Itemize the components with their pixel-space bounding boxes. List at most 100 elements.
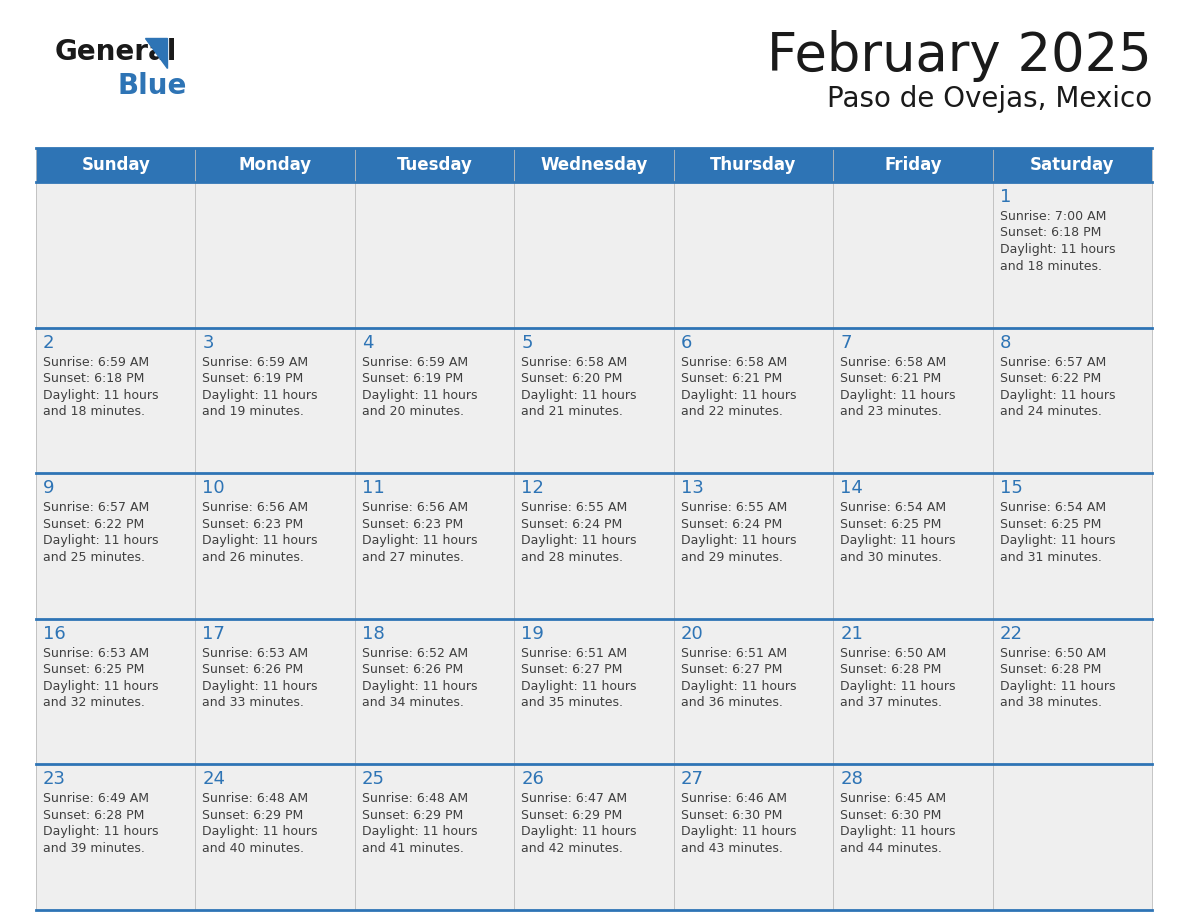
Text: 20: 20 <box>681 625 703 643</box>
Text: Tuesday: Tuesday <box>397 156 473 174</box>
Text: and 26 minutes.: and 26 minutes. <box>202 551 304 564</box>
Text: Sunrise: 6:48 AM: Sunrise: 6:48 AM <box>362 792 468 805</box>
Text: and 31 minutes.: and 31 minutes. <box>999 551 1101 564</box>
Text: Sunset: 6:23 PM: Sunset: 6:23 PM <box>362 518 463 531</box>
Bar <box>355 765 514 910</box>
Text: 13: 13 <box>681 479 703 498</box>
Text: Sunset: 6:28 PM: Sunset: 6:28 PM <box>999 664 1101 677</box>
Text: Sunset: 6:22 PM: Sunset: 6:22 PM <box>999 372 1101 385</box>
Text: Thursday: Thursday <box>710 156 797 174</box>
Text: and 18 minutes.: and 18 minutes. <box>43 405 145 418</box>
Text: and 37 minutes.: and 37 minutes. <box>840 696 942 710</box>
Text: Daylight: 11 hours: Daylight: 11 hours <box>681 680 796 693</box>
Bar <box>992 473 1152 619</box>
Text: Sunset: 6:29 PM: Sunset: 6:29 PM <box>362 809 463 822</box>
Text: Sunrise: 6:56 AM: Sunrise: 6:56 AM <box>362 501 468 514</box>
Text: Sunset: 6:18 PM: Sunset: 6:18 PM <box>43 372 145 385</box>
Text: Daylight: 11 hours: Daylight: 11 hours <box>362 680 478 693</box>
Bar <box>196 328 355 473</box>
Text: Sunrise: 6:51 AM: Sunrise: 6:51 AM <box>522 647 627 660</box>
Bar <box>196 473 355 619</box>
Text: and 30 minutes.: and 30 minutes. <box>840 551 942 564</box>
Text: Monday: Monday <box>239 156 311 174</box>
Text: Sunrise: 6:53 AM: Sunrise: 6:53 AM <box>202 647 309 660</box>
Text: 11: 11 <box>362 479 385 498</box>
Text: Sunset: 6:26 PM: Sunset: 6:26 PM <box>202 664 304 677</box>
Text: Sunset: 6:21 PM: Sunset: 6:21 PM <box>681 372 782 385</box>
Text: Daylight: 11 hours: Daylight: 11 hours <box>522 825 637 838</box>
Text: 5: 5 <box>522 333 532 352</box>
Text: Sunrise: 7:00 AM: Sunrise: 7:00 AM <box>999 210 1106 223</box>
Bar <box>36 328 196 473</box>
Text: and 39 minutes.: and 39 minutes. <box>43 842 145 855</box>
Text: and 27 minutes.: and 27 minutes. <box>362 551 463 564</box>
Text: Daylight: 11 hours: Daylight: 11 hours <box>840 825 955 838</box>
Bar <box>514 765 674 910</box>
Bar <box>355 182 514 328</box>
Text: Daylight: 11 hours: Daylight: 11 hours <box>362 534 478 547</box>
Text: 21: 21 <box>840 625 862 643</box>
Text: Sunrise: 6:59 AM: Sunrise: 6:59 AM <box>202 355 309 369</box>
Text: and 42 minutes.: and 42 minutes. <box>522 842 624 855</box>
Bar <box>196 765 355 910</box>
Text: and 36 minutes.: and 36 minutes. <box>681 696 783 710</box>
Text: Daylight: 11 hours: Daylight: 11 hours <box>202 534 318 547</box>
Bar <box>36 619 196 765</box>
Text: Sunset: 6:20 PM: Sunset: 6:20 PM <box>522 372 623 385</box>
Text: Sunset: 6:29 PM: Sunset: 6:29 PM <box>522 809 623 822</box>
Bar <box>355 619 514 765</box>
Text: Paso de Ovejas, Mexico: Paso de Ovejas, Mexico <box>827 85 1152 113</box>
Text: 26: 26 <box>522 770 544 789</box>
Text: Daylight: 11 hours: Daylight: 11 hours <box>840 534 955 547</box>
Text: Sunrise: 6:49 AM: Sunrise: 6:49 AM <box>43 792 148 805</box>
Bar <box>674 328 833 473</box>
Bar <box>196 182 355 328</box>
Bar <box>514 473 674 619</box>
Bar <box>674 182 833 328</box>
Text: Sunset: 6:30 PM: Sunset: 6:30 PM <box>840 809 942 822</box>
Text: Sunset: 6:28 PM: Sunset: 6:28 PM <box>43 809 145 822</box>
Text: and 28 minutes.: and 28 minutes. <box>522 551 624 564</box>
Text: and 44 minutes.: and 44 minutes. <box>840 842 942 855</box>
Text: Sunset: 6:25 PM: Sunset: 6:25 PM <box>43 664 145 677</box>
Text: 23: 23 <box>43 770 67 789</box>
Text: Sunrise: 6:55 AM: Sunrise: 6:55 AM <box>522 501 627 514</box>
Text: and 23 minutes.: and 23 minutes. <box>840 405 942 418</box>
Text: 14: 14 <box>840 479 862 498</box>
Text: and 32 minutes.: and 32 minutes. <box>43 696 145 710</box>
Text: Sunset: 6:19 PM: Sunset: 6:19 PM <box>362 372 463 385</box>
Text: and 41 minutes.: and 41 minutes. <box>362 842 463 855</box>
Text: Daylight: 11 hours: Daylight: 11 hours <box>43 680 158 693</box>
Text: Daylight: 11 hours: Daylight: 11 hours <box>999 534 1116 547</box>
Text: and 29 minutes.: and 29 minutes. <box>681 551 783 564</box>
Bar <box>36 182 196 328</box>
Text: and 38 minutes.: and 38 minutes. <box>999 696 1101 710</box>
Text: Sunrise: 6:59 AM: Sunrise: 6:59 AM <box>362 355 468 369</box>
Bar <box>674 765 833 910</box>
Text: and 43 minutes.: and 43 minutes. <box>681 842 783 855</box>
Text: and 25 minutes.: and 25 minutes. <box>43 551 145 564</box>
Bar <box>355 328 514 473</box>
Bar <box>674 619 833 765</box>
Bar <box>36 765 196 910</box>
Text: Sunrise: 6:51 AM: Sunrise: 6:51 AM <box>681 647 786 660</box>
Text: Sunset: 6:29 PM: Sunset: 6:29 PM <box>202 809 304 822</box>
Bar <box>833 619 992 765</box>
Text: 10: 10 <box>202 479 225 498</box>
Text: 19: 19 <box>522 625 544 643</box>
Text: Daylight: 11 hours: Daylight: 11 hours <box>43 825 158 838</box>
Text: Sunset: 6:25 PM: Sunset: 6:25 PM <box>999 518 1101 531</box>
Bar <box>36 148 1152 182</box>
Bar <box>514 328 674 473</box>
Text: Sunday: Sunday <box>81 156 150 174</box>
Text: and 19 minutes.: and 19 minutes. <box>202 405 304 418</box>
Text: and 35 minutes.: and 35 minutes. <box>522 696 624 710</box>
Text: and 40 minutes.: and 40 minutes. <box>202 842 304 855</box>
Text: Sunset: 6:18 PM: Sunset: 6:18 PM <box>999 227 1101 240</box>
Text: 18: 18 <box>362 625 385 643</box>
Text: Sunrise: 6:48 AM: Sunrise: 6:48 AM <box>202 792 309 805</box>
Text: Sunrise: 6:55 AM: Sunrise: 6:55 AM <box>681 501 786 514</box>
Text: General: General <box>55 38 177 66</box>
Text: Daylight: 11 hours: Daylight: 11 hours <box>202 388 318 401</box>
Bar <box>992 765 1152 910</box>
